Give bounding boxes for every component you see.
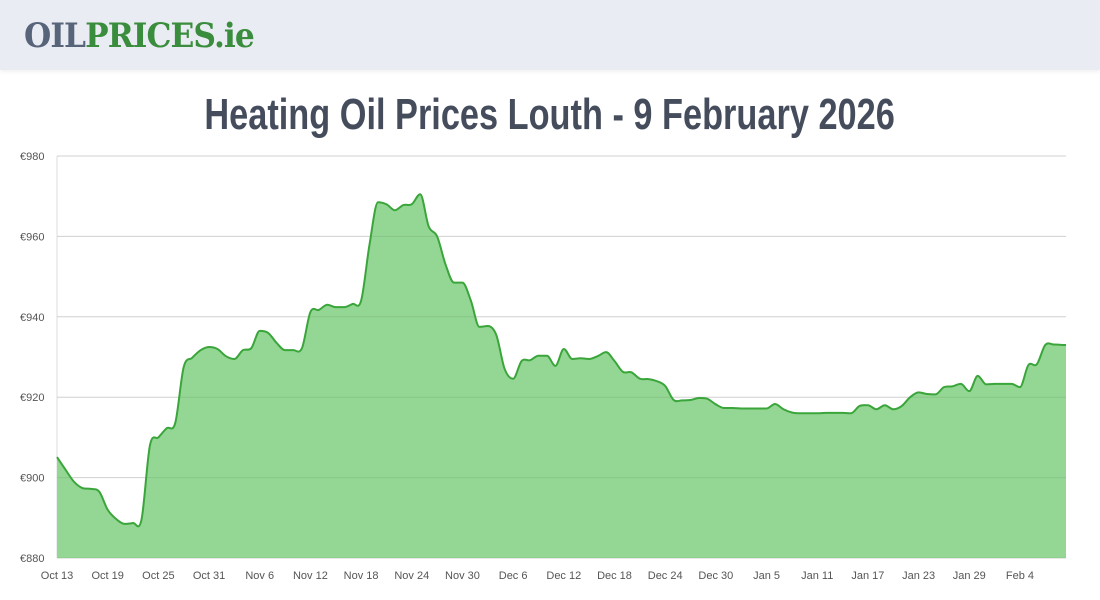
x-tick-label: Oct 31 bbox=[193, 570, 225, 582]
y-tick-label: €880 bbox=[20, 553, 44, 565]
x-tick-label: Dec 30 bbox=[698, 570, 733, 582]
y-tick-label: €900 bbox=[20, 473, 44, 485]
x-tick-label: Oct 19 bbox=[91, 570, 123, 582]
x-tick-label: Nov 24 bbox=[394, 570, 429, 582]
x-tick-label: Dec 12 bbox=[546, 570, 581, 582]
logo-text-prices: PRICES.ie bbox=[85, 16, 255, 56]
x-tick-label: Oct 25 bbox=[142, 570, 174, 582]
page-title: Heating Oil Prices Louth - 9 February 20… bbox=[0, 84, 1100, 146]
page-title-text: Heating Oil Prices Louth - 9 February 20… bbox=[204, 90, 896, 139]
y-tick-label: €980 bbox=[20, 151, 44, 163]
price-area bbox=[57, 194, 1066, 558]
x-tick-label: Jan 23 bbox=[902, 570, 935, 582]
x-tick-label: Jan 11 bbox=[801, 570, 833, 582]
x-tick-label: Jan 29 bbox=[953, 570, 986, 582]
x-tick-label: Oct 13 bbox=[41, 570, 73, 582]
x-tick-label: Nov 30 bbox=[445, 570, 480, 582]
site-logo[interactable]: OILPRICES.ie bbox=[24, 16, 255, 56]
price-line bbox=[56, 193, 1066, 528]
x-tick-label: Feb 4 bbox=[1006, 570, 1034, 582]
y-tick-label: €920 bbox=[20, 392, 44, 404]
x-tick-label: Jan 5 bbox=[753, 570, 780, 582]
x-tick-label: Jan 17 bbox=[851, 570, 884, 582]
y-tick-label: €940 bbox=[20, 312, 44, 324]
x-tick-label: Nov 18 bbox=[344, 570, 379, 582]
logo-text-oil: OIL bbox=[24, 16, 86, 56]
x-tick-label: Dec 6 bbox=[499, 570, 528, 582]
site-header: OILPRICES.ie bbox=[0, 0, 1100, 70]
y-tick-label: €960 bbox=[20, 231, 44, 243]
x-tick-label: Dec 18 bbox=[597, 570, 632, 582]
x-tick-label: Dec 24 bbox=[648, 570, 683, 582]
x-tick-label: Nov 12 bbox=[293, 570, 328, 582]
x-tick-label: Nov 6 bbox=[245, 570, 274, 582]
